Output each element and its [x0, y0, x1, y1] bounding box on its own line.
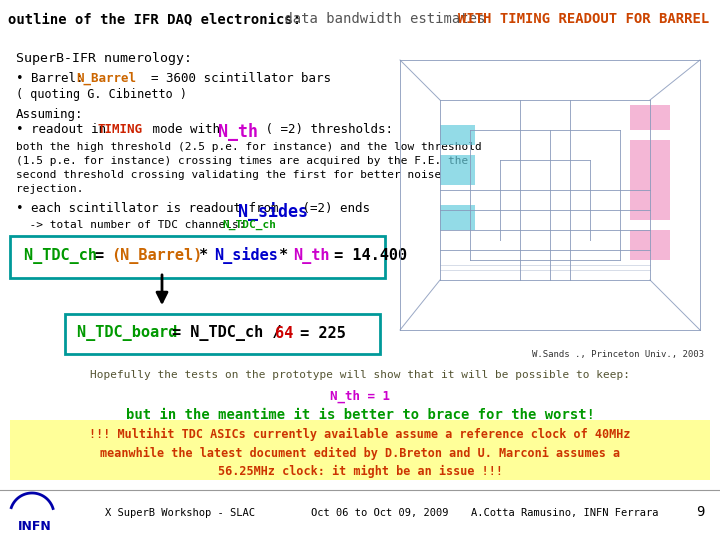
Text: N_th: N_th	[293, 248, 330, 264]
Bar	[10, 420, 710, 480]
Text: SuperB-IFR numerology:: SuperB-IFR numerology:	[16, 52, 192, 65]
Text: meanwhile the latest document edited by D.Breton and U. Marconi assumes a: meanwhile the latest document edited by …	[100, 447, 620, 460]
Text: rejection.: rejection.	[16, 184, 84, 194]
Polygon shape	[440, 205, 475, 230]
Text: N_th: N_th	[218, 123, 258, 141]
Text: • readout in: • readout in	[16, 123, 114, 136]
Text: N_TDC_board: N_TDC_board	[77, 325, 186, 341]
Text: TIMING: TIMING	[98, 123, 143, 136]
Text: outline of the IFR DAQ electronics:: outline of the IFR DAQ electronics:	[8, 12, 301, 26]
Text: WITH TIMING READOUT FOR BARREL: WITH TIMING READOUT FOR BARREL	[458, 12, 709, 26]
Text: = 14.400: = 14.400	[325, 248, 407, 264]
Text: Oct 06 to Oct 09, 2009: Oct 06 to Oct 09, 2009	[311, 508, 449, 518]
Bar	[65, 314, 380, 354]
Text: A.Cotta Ramusino, INFN Ferrara: A.Cotta Ramusino, INFN Ferrara	[472, 508, 659, 518]
Text: !!! Multihit TDC ASICs currently available assume a reference clock of 40MHz: !!! Multihit TDC ASICs currently availab…	[89, 428, 631, 441]
Text: *: *	[190, 248, 217, 264]
Text: mode with: mode with	[145, 123, 228, 136]
Text: *: *	[269, 248, 297, 264]
Text: ( =2) thresholds:: ( =2) thresholds:	[258, 123, 393, 136]
Polygon shape	[440, 125, 475, 145]
Text: -> total number of TDC channels:: -> total number of TDC channels:	[16, 220, 252, 230]
Text: N_th = 1: N_th = 1	[330, 390, 390, 403]
Text: = 225: = 225	[291, 326, 346, 341]
Text: both the high threshold (2.5 p.e. for instance) and the low threshold: both the high threshold (2.5 p.e. for in…	[16, 142, 482, 152]
Text: second threshold crossing validating the first for better noise: second threshold crossing validating the…	[16, 170, 441, 180]
Text: • Barrel:: • Barrel:	[16, 72, 99, 85]
Text: = N_TDC_ch /: = N_TDC_ch /	[172, 325, 291, 341]
Text: N_TDC_ch: N_TDC_ch	[222, 220, 276, 230]
Text: but in the meantime it is better to brace for the worst!: but in the meantime it is better to brac…	[125, 408, 595, 422]
Polygon shape	[630, 140, 670, 220]
Text: data bandwidth estimates: data bandwidth estimates	[276, 12, 494, 26]
Text: W.Sands ., Princeton Univ., 2003: W.Sands ., Princeton Univ., 2003	[532, 350, 704, 359]
Text: N_sides: N_sides	[214, 247, 278, 265]
Polygon shape	[440, 155, 475, 185]
Text: INFN: INFN	[18, 520, 52, 533]
Text: ( quoting G. Cibinetto ): ( quoting G. Cibinetto )	[16, 88, 187, 101]
Text: 9: 9	[696, 505, 704, 519]
Text: (N_Barrel): (N_Barrel)	[111, 248, 202, 264]
Polygon shape	[630, 105, 670, 130]
Text: N_sides: N_sides	[238, 202, 308, 221]
Text: X SuperB Workshop - SLAC: X SuperB Workshop - SLAC	[105, 508, 255, 518]
Polygon shape	[630, 230, 670, 260]
Text: =: =	[95, 248, 114, 264]
Text: • each scintillator is readout from: • each scintillator is readout from	[16, 202, 286, 215]
Text: = 3600 scintillator bars: = 3600 scintillator bars	[136, 72, 331, 85]
Text: N_Barrel: N_Barrel	[76, 72, 136, 85]
Text: (=2) ends: (=2) ends	[295, 202, 370, 215]
Text: (1.5 p.e. for instance) crossing times are acquired by the F.E. the: (1.5 p.e. for instance) crossing times a…	[16, 156, 468, 166]
Text: Hopefully the tests on the prototype will show that it will be possible to keep:: Hopefully the tests on the prototype wil…	[90, 370, 630, 380]
Text: N_TDC_ch: N_TDC_ch	[24, 248, 106, 264]
Bar	[10, 236, 385, 278]
Text: 64: 64	[275, 326, 293, 341]
Text: Assuming:: Assuming:	[16, 108, 84, 121]
Text: 56.25MHz clock: it might be an issue !!!: 56.25MHz clock: it might be an issue !!!	[217, 465, 503, 478]
